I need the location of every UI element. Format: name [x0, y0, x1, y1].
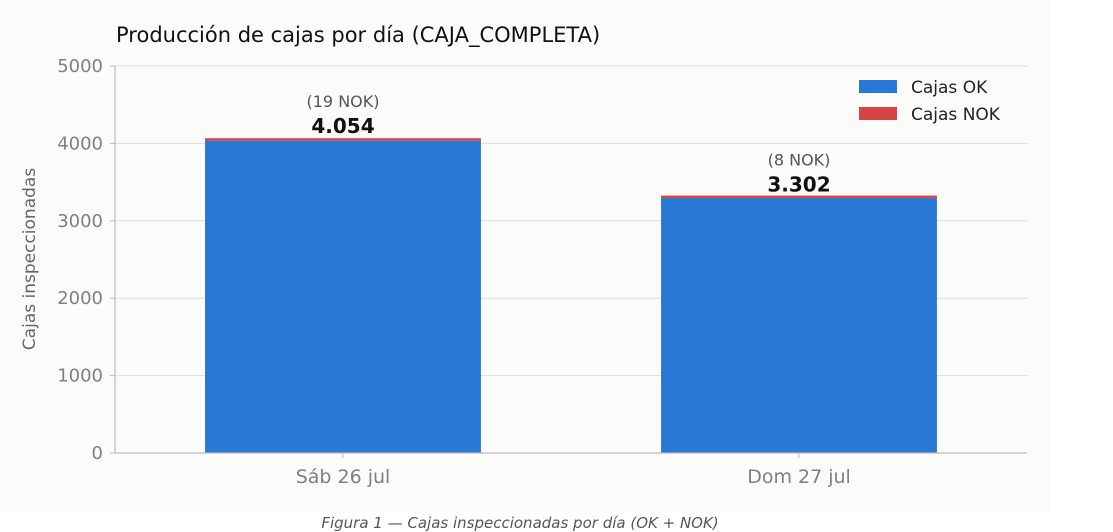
x-tick-label: Sáb 26 jul — [296, 466, 391, 488]
total-label: 4.054 — [311, 114, 374, 138]
total-label: 3.302 — [767, 172, 830, 196]
chart-figure: Producción de cajas por día (CAJA_COMPLE… — [20, 23, 1027, 488]
y-tick-label: 5000 — [57, 56, 103, 77]
bar-ok-1 — [205, 140, 481, 454]
chart-title: Producción de cajas por día (CAJA_COMPLE… — [116, 23, 600, 48]
bar-nok-1 — [205, 138, 481, 141]
y-tick-label: 0 — [92, 443, 103, 464]
data-labels: 4.054 (19 NOK) 3.302 (8 NOK) — [307, 92, 831, 196]
y-tick-label: 4000 — [57, 133, 103, 154]
nok-count-label: (8 NOK) — [768, 150, 831, 169]
legend-label: Cajas OK — [911, 78, 988, 98]
legend-label: Cajas NOK — [911, 105, 1001, 125]
bars — [205, 138, 937, 454]
bar-chart: Producción de cajas por día (CAJA_COMPLE… — [20, 23, 1027, 488]
legend-swatch — [859, 107, 897, 120]
bar-nok-2 — [661, 195, 937, 199]
y-tick-label: 3000 — [57, 211, 103, 232]
y-tick-label: 1000 — [57, 366, 103, 387]
bar-ok-2 — [661, 198, 937, 453]
x-tick-label: Dom 27 jul — [747, 466, 851, 488]
y-tick-label: 2000 — [57, 288, 103, 309]
figure-caption: Figura 1 — Cajas inspeccionadas por día … — [321, 514, 719, 532]
legend: Cajas OK Cajas NOK — [859, 78, 1001, 125]
y-axis-label: Cajas inspeccionadas — [20, 168, 40, 351]
legend-swatch — [859, 80, 897, 93]
nok-count-label: (19 NOK) — [307, 92, 380, 111]
axes: 0 1000 2000 3000 4000 5000 Sáb 26 jul Dom 27 ju… — [57, 56, 1027, 488]
